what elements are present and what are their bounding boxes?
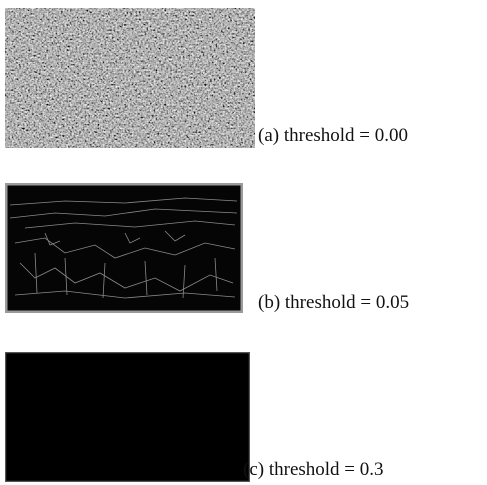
caption: (b) threshold = 0.05	[258, 292, 409, 314]
image-c	[5, 352, 250, 482]
caption: (c) threshold = 0.3	[243, 459, 384, 481]
image-a	[5, 8, 255, 148]
caption: (a) threshold = 0.00	[258, 125, 408, 147]
image-b	[5, 183, 243, 313]
page: {"figures": [ {"caption": "(a) threshold…	[0, 0, 487, 485]
image-background	[5, 352, 250, 482]
noise-texture	[5, 8, 255, 148]
